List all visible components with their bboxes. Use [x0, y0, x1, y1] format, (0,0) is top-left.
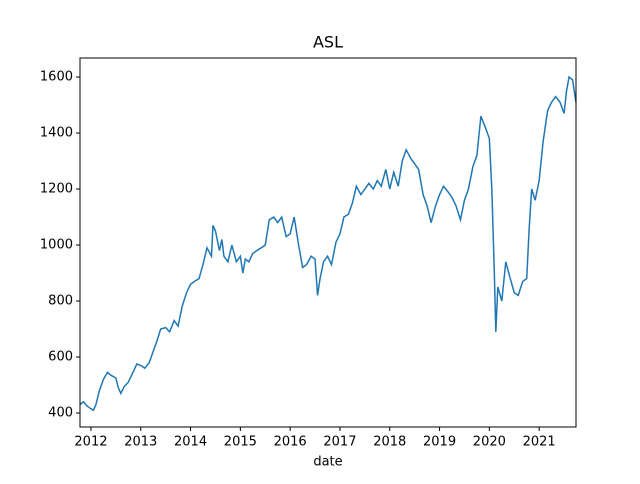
y-tick-label: 1600: [40, 70, 73, 85]
y-tick-label: 1200: [40, 182, 73, 197]
y-tick-label: 1400: [40, 126, 73, 141]
x-tick-label: 2021: [523, 435, 556, 450]
line-series: [79, 75, 577, 412]
x-tick-label: 2020: [473, 435, 506, 450]
x-tick-label: 2019: [423, 435, 456, 450]
y-tick-label: 600: [48, 350, 73, 365]
x-tick-label: 2012: [74, 435, 107, 450]
y-tick-label: 800: [48, 294, 73, 309]
plot-frame: [79, 57, 577, 428]
x-tick-label: 2017: [323, 435, 356, 450]
x-axis-label: date: [313, 455, 342, 470]
x-tick-label: 2014: [174, 435, 207, 450]
y-tick-label: 400: [48, 406, 73, 421]
chart-title: ASL: [313, 33, 343, 52]
y-tick-label: 1000: [40, 238, 73, 253]
x-tick-label: 2018: [373, 435, 406, 450]
x-tick-label: 2015: [224, 435, 257, 450]
x-tick-label: 2013: [124, 435, 157, 450]
x-tick-label: 2016: [274, 435, 307, 450]
